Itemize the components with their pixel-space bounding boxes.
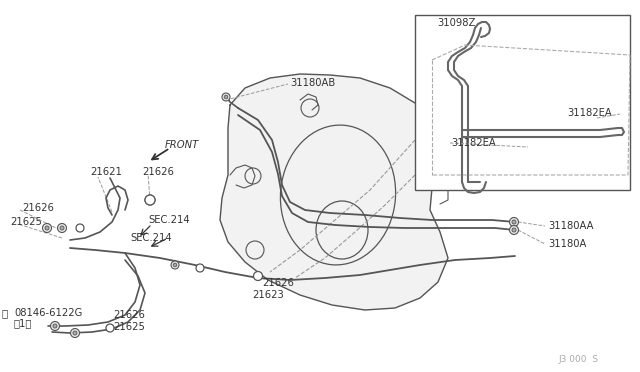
Circle shape bbox=[512, 220, 516, 224]
Text: 21626: 21626 bbox=[113, 310, 145, 320]
Text: Ⓑ: Ⓑ bbox=[2, 308, 8, 318]
Polygon shape bbox=[220, 74, 448, 310]
Text: （1）: （1） bbox=[14, 318, 33, 328]
Circle shape bbox=[509, 225, 518, 234]
Circle shape bbox=[590, 111, 594, 115]
Text: J3 000  S: J3 000 S bbox=[558, 356, 598, 365]
Circle shape bbox=[145, 195, 155, 205]
Text: 21621: 21621 bbox=[90, 167, 122, 177]
Circle shape bbox=[53, 324, 57, 328]
Circle shape bbox=[509, 218, 518, 227]
Circle shape bbox=[51, 321, 60, 330]
Circle shape bbox=[45, 226, 49, 230]
Text: 21625: 21625 bbox=[113, 322, 145, 332]
Circle shape bbox=[588, 119, 596, 127]
Circle shape bbox=[253, 272, 262, 280]
Circle shape bbox=[171, 261, 179, 269]
Text: 31182EA: 31182EA bbox=[567, 108, 612, 118]
Circle shape bbox=[451, 86, 459, 94]
Text: 21623: 21623 bbox=[252, 290, 284, 300]
Text: SEC.214: SEC.214 bbox=[130, 233, 172, 243]
Text: 31180AB: 31180AB bbox=[290, 78, 335, 88]
Circle shape bbox=[60, 226, 64, 230]
Text: 21625: 21625 bbox=[10, 217, 42, 227]
Circle shape bbox=[76, 224, 84, 232]
Circle shape bbox=[70, 328, 79, 337]
Circle shape bbox=[73, 331, 77, 335]
Text: FRONT: FRONT bbox=[165, 140, 199, 150]
Text: 08146-6122G: 08146-6122G bbox=[14, 308, 83, 318]
Circle shape bbox=[145, 195, 155, 205]
Circle shape bbox=[196, 264, 204, 272]
Circle shape bbox=[222, 93, 230, 101]
Text: 21626: 21626 bbox=[22, 203, 54, 213]
Circle shape bbox=[588, 109, 596, 117]
Bar bbox=[415, 15, 630, 190]
Text: 21626: 21626 bbox=[262, 278, 294, 288]
Text: 21626: 21626 bbox=[142, 167, 174, 177]
Circle shape bbox=[453, 88, 457, 92]
Circle shape bbox=[512, 228, 516, 232]
Circle shape bbox=[106, 324, 114, 332]
Text: 31180AA: 31180AA bbox=[548, 221, 593, 231]
Circle shape bbox=[42, 224, 51, 232]
Text: 31180A: 31180A bbox=[548, 239, 586, 249]
Text: SEC.214: SEC.214 bbox=[148, 215, 189, 225]
Circle shape bbox=[590, 121, 594, 125]
Circle shape bbox=[224, 95, 228, 99]
Circle shape bbox=[58, 224, 67, 232]
Text: 31182EA: 31182EA bbox=[451, 138, 496, 148]
Circle shape bbox=[173, 263, 177, 267]
Text: 31098Z: 31098Z bbox=[437, 18, 476, 28]
